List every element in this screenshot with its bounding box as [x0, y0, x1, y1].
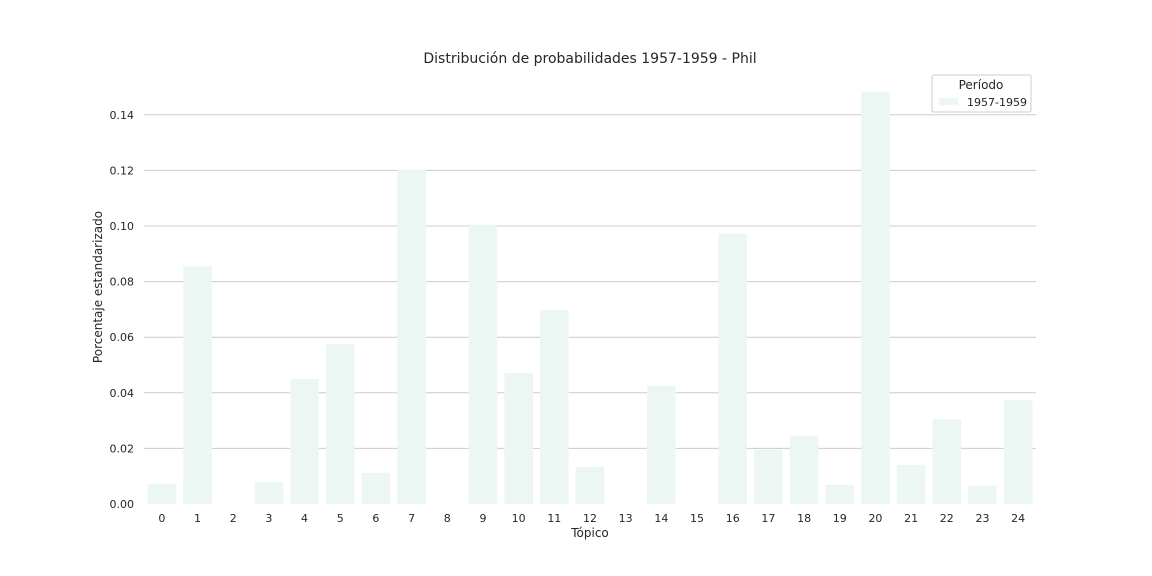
y-tick-label: 0.08	[110, 276, 135, 289]
y-tick-label: 0.06	[110, 331, 135, 344]
y-tick-label: 0.02	[110, 442, 135, 455]
bar-topic-14	[647, 385, 676, 504]
x-tick-label: 0	[158, 512, 165, 525]
bar-topic-10	[504, 373, 533, 504]
bar-topic-18	[789, 435, 819, 504]
x-tick-label: 8	[444, 512, 451, 525]
bar-topic-23	[968, 485, 997, 504]
x-tick-labels: 0 1 2 3 4 5 6 7 8 9 10 11 12 13 14 15 16 17 18 19 20 21 22 23 24	[158, 512, 1025, 525]
y-tick-label: 0.04	[110, 387, 135, 400]
y-tick-labels: 0.00 0.02 0.04 0.06 0.08 0.10 0.12 0.14	[110, 109, 135, 511]
x-tick-label: 23	[975, 512, 989, 525]
x-tick-label: 11	[547, 512, 561, 525]
x-tick-label: 24	[1011, 512, 1025, 525]
x-tick-label: 15	[690, 512, 704, 525]
bar-topic-24	[1003, 400, 1033, 504]
x-tick-label: 14	[654, 512, 668, 525]
bar-topic-19	[825, 484, 855, 504]
y-tick-label: 0.14	[110, 109, 135, 122]
x-tick-label: 9	[479, 512, 486, 525]
x-tick-label: 5	[337, 512, 344, 525]
x-tick-label: 18	[797, 512, 811, 525]
bar-topic-7	[397, 169, 426, 505]
y-tick-label: 0.00	[110, 498, 135, 511]
x-tick-label: 20	[868, 512, 882, 525]
bar-topic-12	[575, 467, 605, 504]
x-axis-label: Tópico	[570, 526, 609, 540]
bars	[147, 91, 1033, 505]
x-tick-label: 3	[265, 512, 272, 525]
bar-topic-21	[896, 464, 926, 504]
legend-title: Período	[959, 78, 1004, 92]
x-tick-label: 17	[761, 512, 775, 525]
bar-topic-6	[361, 472, 391, 504]
x-tick-label: 2	[230, 512, 237, 525]
bar-topic-1	[183, 266, 212, 504]
grid-lines	[144, 114, 1036, 449]
bar-topic-16	[718, 233, 747, 505]
bar-topic-3	[254, 482, 284, 504]
x-tick-label: 4	[301, 512, 308, 525]
bar-topic-17	[754, 449, 783, 504]
x-tick-label: 22	[940, 512, 954, 525]
x-tick-label: 10	[512, 512, 526, 525]
bar-topic-22	[932, 419, 962, 504]
x-tick-label: 21	[904, 512, 918, 525]
x-tick-label: 16	[726, 512, 740, 525]
x-tick-label: 13	[619, 512, 633, 525]
bar-topic-5	[325, 344, 355, 504]
y-axis-label: Porcentaje estandarizado	[91, 211, 105, 363]
x-tick-label: 19	[833, 512, 847, 525]
x-tick-label: 7	[408, 512, 415, 525]
chart-title: Distribución de probabilidades 1957-1959…	[423, 51, 756, 67]
y-tick-label: 0.12	[110, 164, 135, 177]
x-tick-label: 12	[583, 512, 597, 525]
bar-topic-0	[147, 483, 177, 504]
y-tick-label: 0.10	[110, 220, 135, 233]
legend: Período 1957-1959	[931, 74, 1032, 113]
x-tick-label: 6	[372, 512, 379, 525]
x-tick-label: 1	[194, 512, 201, 525]
bar-topic-11	[540, 310, 569, 504]
bar-topic-20	[861, 91, 890, 504]
bar-topic-9	[468, 224, 498, 505]
bar-topic-4	[290, 378, 319, 504]
legend-label: 1957-1959	[967, 96, 1027, 109]
legend-swatch	[939, 98, 958, 105]
